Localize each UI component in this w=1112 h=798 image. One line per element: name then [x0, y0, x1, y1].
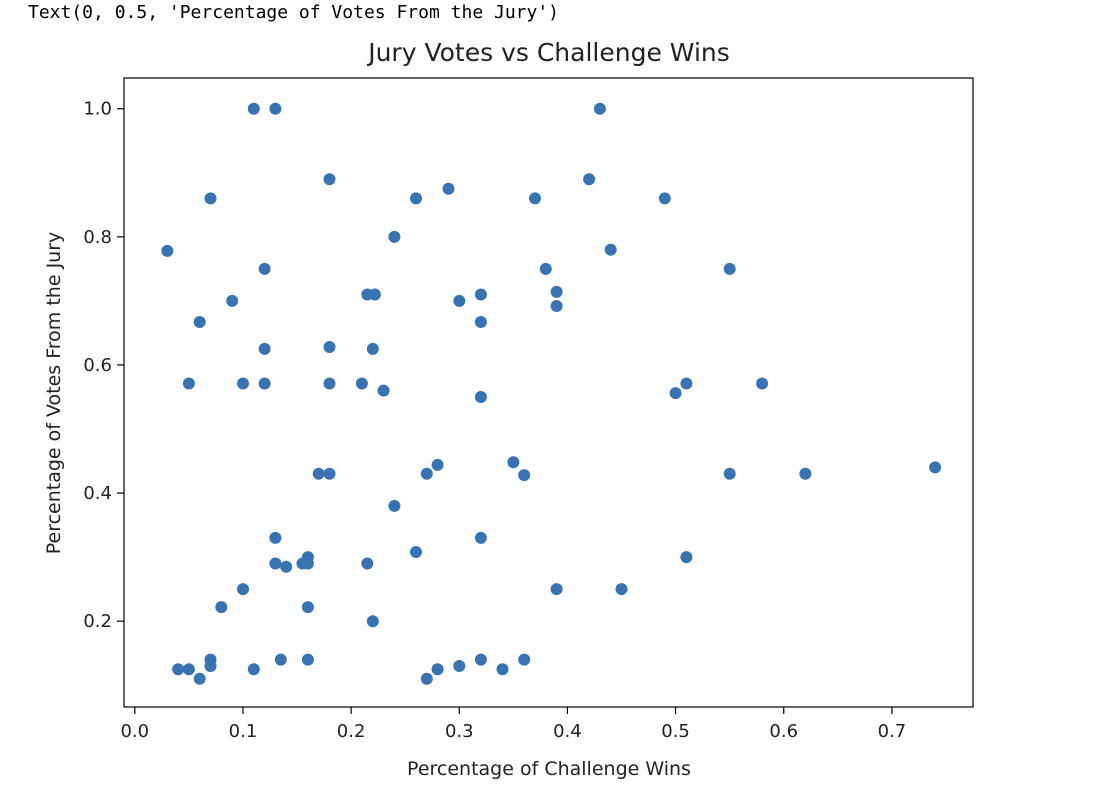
- data-point: [226, 294, 239, 307]
- data-point: [442, 182, 455, 195]
- y-tick-label: 0.6: [83, 355, 112, 376]
- data-point: [474, 391, 487, 403]
- y-axis-ticks: 0.2 0.4 0.6 0.8 1.0: [83, 99, 124, 632]
- data-point: [258, 262, 271, 275]
- data-point: [550, 583, 563, 596]
- data-point: [204, 660, 217, 672]
- data-point: [301, 601, 314, 614]
- data-point: [182, 377, 195, 390]
- x-tick-label: 0.7: [878, 721, 907, 742]
- data-point: [431, 458, 444, 471]
- y-tick-label: 0.2: [83, 611, 112, 632]
- data-point: [237, 583, 249, 596]
- chart-title: Jury Votes vs Challenge Wins: [366, 38, 730, 67]
- data-point: [474, 653, 487, 666]
- data-point: [474, 531, 487, 544]
- data-point: [604, 243, 617, 256]
- data-point: [361, 557, 374, 570]
- data-point: [496, 663, 509, 676]
- x-axis-ticks: 0.0 0.1 0.2 0.3 0.4 0.5 0.6 0.7: [120, 707, 906, 742]
- data-point: [258, 342, 271, 355]
- data-point: [507, 456, 520, 469]
- data-point: [680, 551, 693, 564]
- x-tick-label: 0.4: [553, 721, 582, 742]
- data-point: [237, 377, 249, 390]
- data-point: [269, 102, 282, 115]
- data-point: [431, 663, 444, 676]
- data-point: [366, 342, 379, 355]
- y-tick-label: 1.0: [83, 99, 112, 120]
- data-point: [193, 316, 206, 328]
- data-point: [410, 192, 422, 205]
- data-point: [323, 467, 336, 480]
- data-point: [182, 663, 195, 676]
- data-point: [518, 653, 531, 666]
- data-point: [518, 469, 531, 482]
- data-point: [355, 377, 368, 390]
- data-point: [615, 583, 628, 596]
- x-axis-label: Percentage of Challenge Wins: [407, 758, 691, 780]
- data-point: [193, 672, 206, 685]
- data-point: [756, 377, 769, 390]
- data-point: [550, 285, 563, 298]
- x-tick-label: 0.3: [445, 721, 474, 742]
- data-point: [204, 192, 217, 205]
- data-point: [474, 288, 487, 301]
- data-point: [680, 377, 693, 390]
- data-point: [269, 557, 282, 570]
- data-point: [323, 173, 336, 186]
- data-point: [247, 663, 260, 676]
- data-point: [215, 601, 228, 614]
- x-tick-label: 0.6: [769, 721, 798, 742]
- x-tick-label: 0.0: [120, 721, 149, 742]
- data-point: [583, 173, 596, 186]
- data-point: [366, 615, 379, 628]
- data-point: [312, 467, 325, 480]
- data-point: [323, 377, 336, 390]
- data-point: [377, 384, 390, 397]
- data-point: [723, 262, 736, 275]
- data-point: [929, 461, 942, 474]
- data-point: [669, 387, 682, 400]
- data-point: [280, 560, 293, 573]
- data-point: [388, 230, 401, 243]
- data-point: [301, 557, 314, 570]
- cell-output-text: Text(0, 0.5, 'Percentage of Votes From t…: [28, 2, 560, 23]
- data-point: [301, 653, 314, 666]
- data-point: [410, 546, 422, 558]
- data-point: [161, 244, 174, 257]
- data-point: [799, 467, 812, 480]
- data-point: [550, 300, 563, 312]
- data-point: [258, 377, 271, 390]
- data-point: [593, 102, 606, 115]
- data-point: [172, 663, 185, 676]
- data-point: [274, 653, 287, 666]
- data-point: [388, 499, 401, 512]
- scatter-points: [161, 102, 942, 685]
- data-point: [529, 192, 541, 205]
- data-point: [420, 467, 433, 480]
- x-tick-label: 0.2: [337, 721, 366, 742]
- x-tick-label: 0.5: [661, 721, 690, 742]
- x-tick-label: 0.1: [229, 721, 258, 742]
- plot-area-frame: [123, 77, 974, 708]
- data-point: [453, 660, 466, 672]
- data-point: [247, 102, 260, 115]
- data-point: [658, 192, 671, 205]
- data-point: [269, 531, 282, 544]
- y-tick-label: 0.4: [83, 483, 112, 504]
- data-point: [323, 341, 336, 353]
- y-axis-label: Percentage of Votes From the Jury: [43, 232, 65, 555]
- data-point: [420, 672, 433, 685]
- y-tick-label: 0.8: [83, 227, 112, 248]
- data-point: [723, 467, 736, 480]
- data-point: [368, 288, 381, 301]
- data-point: [539, 262, 552, 275]
- data-point: [474, 316, 487, 328]
- data-point: [453, 294, 466, 307]
